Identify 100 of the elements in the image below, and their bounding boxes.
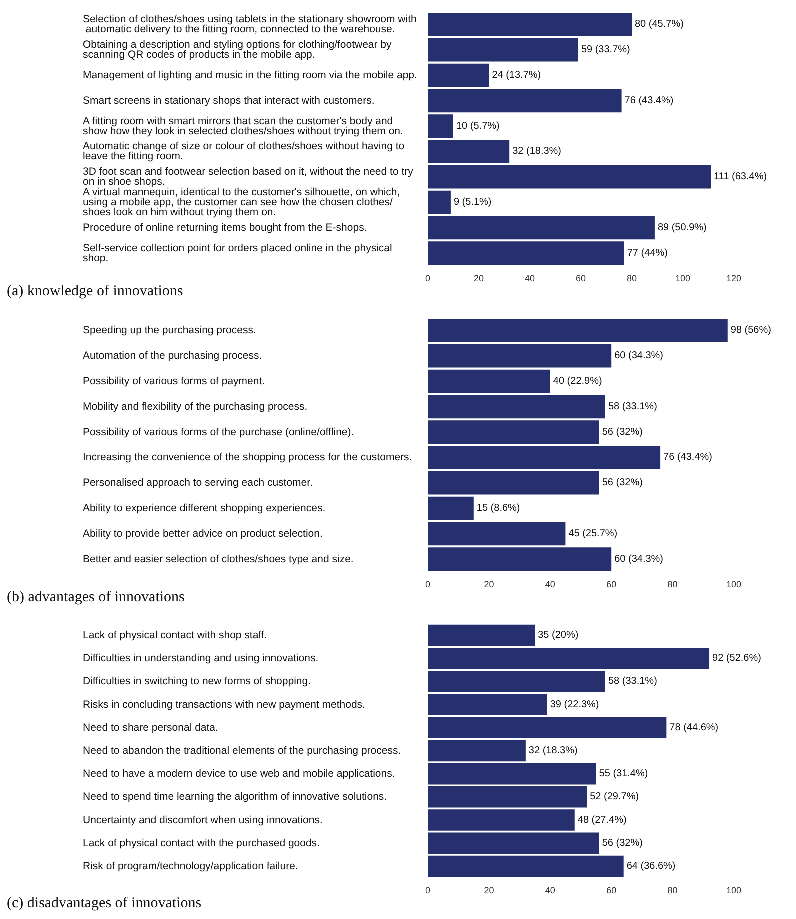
data-label: 64 (36.6%) [626, 860, 676, 872]
bar [428, 856, 624, 878]
y-tick-label: Obtaining a description and styling options for clothing/footwear by scanning QR codes of products in the mobile app. [83, 39, 395, 62]
text: (a) knowledge of innovations [7, 284, 184, 300]
bar [428, 140, 510, 164]
bar [428, 763, 596, 785]
x-tick-label: 80 [626, 274, 638, 284]
x-tick-label: 120 [726, 274, 742, 284]
data-label: 56 (32%) [602, 426, 643, 438]
y-tick-label: Mobility and flexibility of the purchasing process. [83, 400, 308, 413]
data-label: 59 (33.7%) [581, 44, 630, 56]
y-tick-label: Need to abandon the traditional elements of the purchasing process. [83, 745, 402, 757]
data-label: 56 (32%) [602, 838, 643, 849]
x-tick-label: 40 [545, 886, 556, 896]
y-tick-label: Ability to provide better advice on product selection. [83, 528, 323, 540]
bar [428, 496, 474, 520]
data-label: 76 (43.4%) [624, 95, 674, 106]
y-tick-label: Ability to experience different shopping experiences. [83, 502, 326, 514]
y-tick-label: Uncertainty and discomfort when using innovations. [83, 814, 323, 826]
y-tick-label: Personalised approach to serving each customer. [83, 477, 313, 490]
x-tick-label: 0 [425, 580, 431, 590]
bar [428, 114, 454, 138]
bar [428, 242, 624, 265]
bar [428, 64, 490, 88]
bar [428, 165, 712, 189]
x-tick-label: 40 [524, 274, 536, 284]
bar [428, 89, 622, 113]
bar [428, 190, 451, 214]
y-tick-label: Risks in concluding transactions with new payment methods. [83, 698, 366, 711]
data-label: 58 (33.1%) [608, 401, 658, 412]
data-label: 48 (27.4%) [578, 814, 627, 826]
data-label: 76 (43.4%) [664, 452, 712, 464]
x-tick-label: 60 [606, 886, 617, 896]
y-tick-label: Better and easier selection of clothes/shoes type and size. [83, 553, 354, 566]
data-label: 60 (34.3%) [614, 350, 664, 362]
y-tick-label: Smart screens in stationary shops that interact with customers. [83, 94, 375, 107]
data-label: 89 (50.9%) [658, 222, 707, 234]
x-tick-label: 20 [484, 580, 494, 590]
text: (c) disadvantages of innovations [7, 896, 202, 912]
data-label: 111 (63.4%) [714, 172, 768, 183]
y-tick-label: Procedure of online returning items bought from the E-shops. [83, 222, 368, 234]
y-tick-label: Difficulties in understanding and using innovations. [83, 652, 319, 665]
bar [428, 13, 632, 36]
data-label: 78 (44.6%) [670, 722, 719, 734]
y-tick-label: Increasing the convenience of the shopping process for the customers. [83, 452, 412, 464]
x-tick-label: 60 [606, 580, 617, 590]
data-label: 45 (25.7%) [568, 528, 618, 540]
bar [428, 420, 600, 444]
bar [428, 319, 728, 342]
data-label: 24 (13.7%) [492, 70, 542, 81]
data-label: 9 (5.1%) [454, 197, 492, 208]
bar [428, 548, 612, 571]
y-tick-label: A virtual mannequin, identical to the customer's silhouette, on which, using a mobile app, the customer can see how the chosen clothes/shoes look on him without trying them on. [83, 186, 404, 218]
y-tick-label: Possibility of various forms of the purchase (online/offline). [83, 426, 354, 438]
bar [428, 395, 606, 419]
data-label: 58 (33.1%) [608, 676, 658, 688]
data-label: 10 (5.7%) [456, 120, 500, 132]
data-label: 15 (8.6%) [476, 503, 520, 514]
data-label: 56 (32%) [602, 478, 643, 489]
y-tick-label: Risk of program/technology/application failure. [83, 860, 298, 872]
y-tick-label: Need to have a modern device to use web and mobile applications. [83, 768, 396, 780]
data-label: 55 (31.4%) [599, 768, 648, 780]
data-label: 80 (45.7%) [635, 19, 684, 30]
data-label: 52 (29.7%) [590, 792, 640, 803]
y-tick-label: Possibility of various forms of payment. [83, 376, 266, 388]
x-tick-label: 60 [576, 274, 586, 284]
bar [428, 344, 612, 368]
x-tick-label: 40 [545, 580, 556, 590]
y-tick-label: Need to spend time learning the algorithm of innovative solutions. [83, 791, 388, 804]
y-tick-label: Selection of clothes/shoes using tablets in the stationary showroom with automatic delivery to the fitting room, connected to the warehouse. [83, 14, 418, 36]
data-label: 32 (18.3%) [528, 746, 578, 756]
y-tick-label: 3D foot scan and footwear selection based on it, without the need to try on in shoe shops. [83, 166, 416, 188]
bar [428, 522, 566, 546]
data-label: 77 (44%) [627, 248, 668, 259]
x-tick-label: 100 [726, 886, 742, 896]
y-tick-label: Speeding up the purchasing process. [83, 324, 256, 337]
bar [428, 370, 550, 394]
bar [428, 471, 600, 495]
bar [428, 624, 536, 646]
bar [428, 216, 655, 240]
x-tick-label: 100 [675, 274, 691, 284]
x-tick-label: 20 [484, 886, 494, 896]
data-label: 60 (34.3%) [614, 554, 664, 565]
text: (b) advantages of innovations [7, 590, 186, 606]
y-tick-label: Lack of physical contact with the purchased goods. [83, 837, 320, 850]
y-tick-label: Management of lighting and music in the fitting room via the mobile app. [83, 70, 418, 82]
y-tick-label: Difficulties in switching to new forms of shopping. [83, 676, 311, 688]
x-tick-label: 80 [668, 580, 678, 590]
y-tick-label: Lack of physical contact with shop staff. [83, 630, 268, 642]
bar [428, 446, 661, 470]
y-tick-label: Self-service collection point for orders placed online in the physical shop. [83, 242, 396, 264]
x-tick-label: 0 [425, 886, 431, 896]
bar [428, 740, 526, 762]
x-tick-label: 0 [425, 274, 431, 284]
y-tick-label: Need to share personal data. [83, 722, 218, 734]
y-tick-label: Automatic change of size or colour of clothes/shoes without having to leave the fitting room. [83, 140, 408, 163]
data-label: 32 (18.3%) [512, 146, 562, 158]
data-label: 40 (22.9%) [553, 376, 602, 387]
x-tick-label: 100 [726, 580, 742, 590]
data-label: 98 (56%) [730, 325, 772, 336]
